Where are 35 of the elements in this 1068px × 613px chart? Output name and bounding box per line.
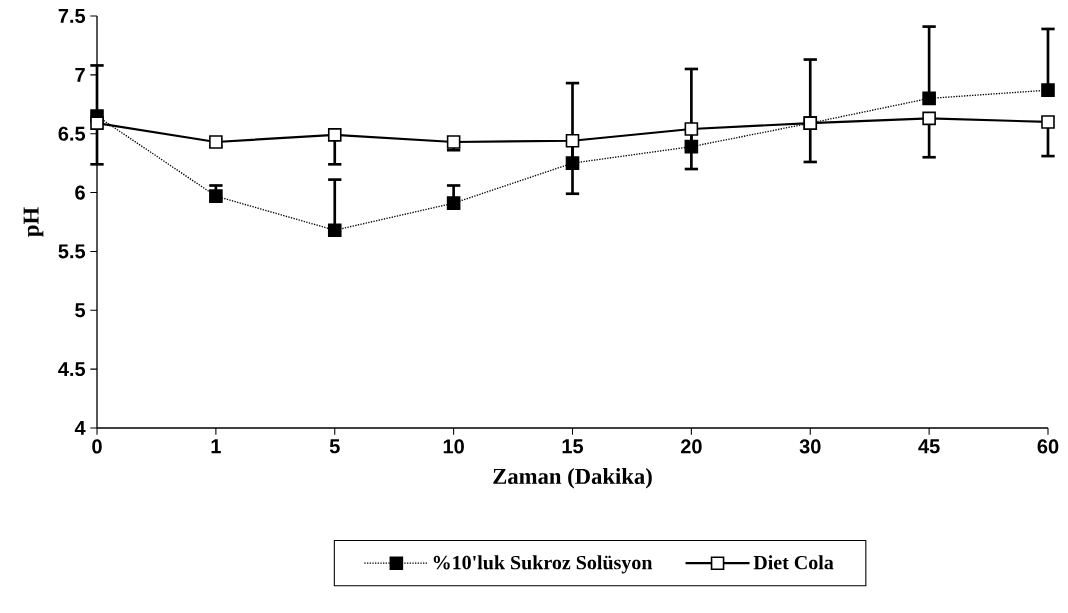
x-tick-label: 1 xyxy=(211,439,221,454)
point xyxy=(1041,83,1055,97)
y-tick-label: 7.5 xyxy=(58,9,86,23)
legend-label: %10'luk Sukroz Solüsyon xyxy=(433,555,653,574)
legend-label: Diet Cola xyxy=(753,555,834,570)
point xyxy=(684,122,699,136)
x-tick-label: 15 xyxy=(562,439,584,454)
y-tick-label: 5 xyxy=(75,303,86,318)
y-tick-label: 4 xyxy=(74,421,86,435)
point xyxy=(209,189,223,203)
point xyxy=(446,135,461,149)
y-tick-label: 4.5 xyxy=(58,362,86,377)
point xyxy=(684,139,699,154)
x-tick-label: 5 xyxy=(329,439,340,454)
y-tick-label: 5.5 xyxy=(58,244,86,259)
x-tick-label: 0 xyxy=(92,439,102,454)
point xyxy=(90,116,104,130)
point xyxy=(1041,115,1055,129)
y-tick-label: 7 xyxy=(75,67,85,82)
point xyxy=(446,196,461,210)
point xyxy=(565,133,580,148)
point xyxy=(327,128,342,142)
x-tick-label: 20 xyxy=(680,439,702,454)
y-tick-label: 6 xyxy=(75,185,85,200)
x-tick-label: 10 xyxy=(443,439,464,454)
point xyxy=(922,91,936,106)
point xyxy=(565,156,580,170)
point xyxy=(922,111,936,126)
y-tick-label: 6.5 xyxy=(58,126,86,141)
x-tick-label: 60 xyxy=(1037,439,1059,454)
y-axis-title: pH xyxy=(23,207,44,237)
point xyxy=(327,223,342,238)
x-tick-label: 45 xyxy=(918,439,940,454)
x-axis-title: Zaman (Dakika) xyxy=(493,468,652,489)
x-tick-label: 30 xyxy=(799,439,821,454)
